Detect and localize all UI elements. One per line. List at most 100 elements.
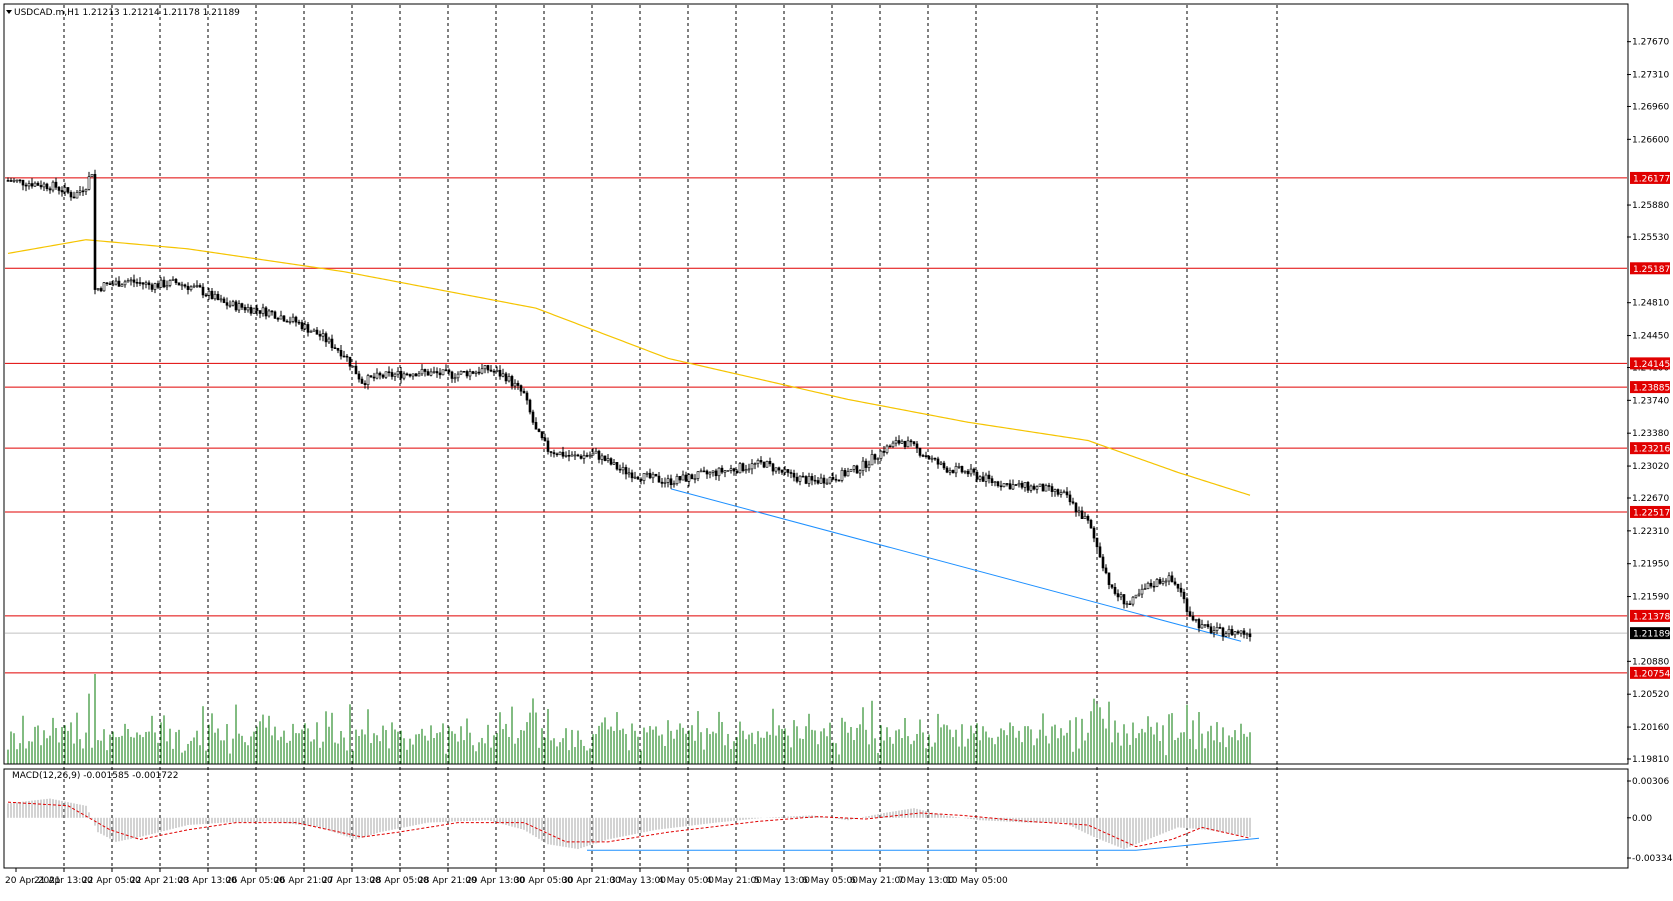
candle-body <box>402 373 406 379</box>
candle-body <box>744 469 748 472</box>
candle-body <box>777 467 781 471</box>
candle-body <box>804 476 808 484</box>
candle-body <box>120 284 124 287</box>
candle-body <box>1023 482 1027 488</box>
candle-body <box>621 467 625 471</box>
candle-body <box>723 470 727 473</box>
macd-header: MACD(12,26,9) -0.001585 -0.001722 <box>12 771 178 781</box>
candle-body <box>1035 486 1039 490</box>
candle-body <box>78 190 82 193</box>
candle-body <box>462 370 466 373</box>
y-tick-label: 1.20160 <box>1632 723 1669 733</box>
candle-body <box>870 454 874 466</box>
level-price-label-bg <box>1630 262 1670 275</box>
macd-y-tick-label: 0.00306 <box>1632 777 1669 787</box>
candle-body <box>39 185 43 188</box>
candle-body <box>771 463 775 472</box>
candle-body <box>453 377 457 380</box>
candle-body <box>909 440 913 443</box>
candle-body <box>276 318 280 320</box>
candle-body <box>957 466 961 468</box>
candle-body <box>264 307 268 317</box>
x-tick-label: 30 Apr 21:00 <box>562 876 621 886</box>
candle-body <box>261 307 265 314</box>
candle-body <box>207 290 211 296</box>
price-axis[interactable]: 1.27670 1.27310 1.26960 1.26600 1.25880 1.255… <box>1627 38 1669 765</box>
horizontal-levels[interactable] <box>5 177 1627 674</box>
candle-body <box>438 372 442 376</box>
candle-body <box>228 304 232 307</box>
candle-body <box>444 369 448 372</box>
candle-body <box>495 369 499 372</box>
candle-body <box>1146 582 1150 589</box>
candle-body <box>306 324 310 333</box>
candle-body <box>750 463 754 470</box>
candle-body <box>1209 626 1213 634</box>
candles <box>6 169 1252 642</box>
candle-body <box>447 369 451 373</box>
candle-body <box>606 458 610 461</box>
candle-body <box>111 283 115 286</box>
candle-body <box>564 455 568 457</box>
candle-body <box>459 370 463 375</box>
candle-body <box>927 456 931 460</box>
candle-body <box>93 173 97 290</box>
candle-body <box>219 298 223 301</box>
candle-body <box>102 282 106 292</box>
candle-body <box>1101 556 1105 569</box>
candle-body <box>1188 611 1192 617</box>
candle-body <box>573 454 577 457</box>
candle-body <box>654 473 658 477</box>
candle-body <box>726 470 730 472</box>
candle-body <box>225 302 229 306</box>
candle-body <box>1242 630 1246 635</box>
candle-body <box>705 470 709 475</box>
candle-body <box>126 280 130 283</box>
candle-body <box>561 451 565 457</box>
candle-body <box>345 355 349 358</box>
candle-body <box>687 474 691 482</box>
candle-body <box>75 192 79 199</box>
dropdown-arrow-icon[interactable] <box>6 10 12 14</box>
candle-body <box>1143 588 1147 590</box>
candle-body <box>879 450 883 459</box>
candle-body <box>198 285 202 288</box>
candle-body <box>465 371 469 377</box>
candle-body <box>192 285 196 288</box>
candle-body <box>336 348 340 351</box>
candle-body <box>639 478 643 481</box>
candle-body <box>915 443 919 449</box>
candle-body <box>162 279 166 288</box>
level-price-label: 1.24145 <box>1633 360 1670 370</box>
candle-body <box>768 461 772 465</box>
candle-body <box>237 303 241 311</box>
current-price-label: 1.21189 <box>1633 630 1670 640</box>
candle-body <box>1233 631 1237 636</box>
candle-body <box>735 470 739 474</box>
candle-body <box>531 411 535 423</box>
x-tick-label: 22 Apr 21:00 <box>130 876 189 886</box>
candle-body <box>189 286 193 290</box>
candle-body <box>819 477 823 484</box>
candle-body <box>1194 619 1198 621</box>
candle-body <box>603 455 607 461</box>
candle-body <box>873 454 877 460</box>
candle-body <box>1191 615 1195 621</box>
candle-body <box>1170 575 1174 583</box>
ma-line <box>7 239 1251 496</box>
candle-body <box>291 316 295 322</box>
candle-body <box>387 371 391 374</box>
y-tick-label: 1.26960 <box>1632 102 1669 112</box>
candle-body <box>585 455 589 457</box>
candle-body <box>591 452 595 456</box>
trend-line[interactable] <box>670 488 1242 642</box>
x-tick-label: 30 Apr 05:00 <box>514 876 573 886</box>
level-price-label-bg <box>1630 171 1670 184</box>
macd-signal-line <box>7 801 1251 848</box>
y-tick-label: 1.20880 <box>1632 657 1669 667</box>
candle-body <box>825 482 829 485</box>
x-tick-label: 26 Apr 21:00 <box>274 876 333 886</box>
price-labels: 1.26177 1.25187 1.24145 1.23885 1.23216 1.225… <box>1630 171 1670 679</box>
